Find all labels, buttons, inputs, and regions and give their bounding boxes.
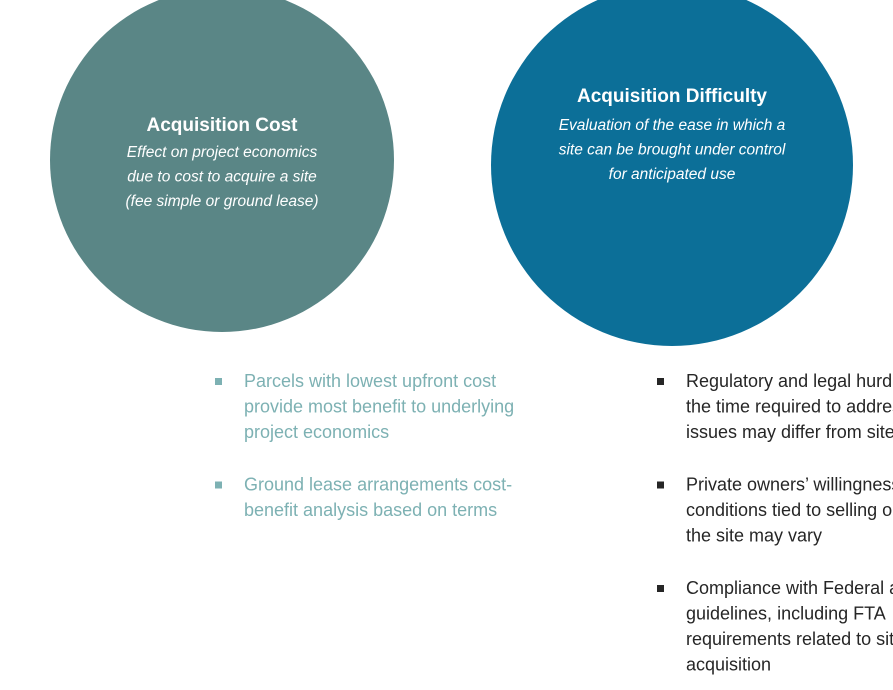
difficulty-circle: [491, 0, 853, 346]
bullet-marker: [215, 481, 222, 489]
bullet-text: project economics: [244, 422, 389, 442]
circle-description: (fee simple or ground lease): [126, 193, 319, 210]
circle-description: for anticipated use: [609, 166, 736, 183]
bullet-text: Private owners’ willingness or: [686, 474, 893, 494]
bullet-text: the site may vary: [686, 525, 822, 545]
bullet-text: the time required to address such: [686, 396, 893, 416]
circle-title: Acquisition Cost: [147, 115, 299, 136]
bullet-marker: [657, 481, 664, 489]
bullet-marker: [215, 378, 222, 385]
bullet-text: Ground lease arrangements cost-: [244, 474, 512, 494]
bullet-text: benefit analysis based on terms: [244, 500, 497, 520]
circle-title: Acquisition Difficulty: [577, 86, 767, 107]
circle-description: Effect on project economics: [127, 144, 318, 161]
bullet-text: acquisition: [686, 654, 771, 674]
cost-circle: [50, 0, 394, 332]
bullet-text: Parcels with lowest upfront cost: [244, 371, 496, 391]
bullet-marker: [657, 585, 664, 592]
circle-description: Evaluation of the ease in which a: [559, 117, 786, 134]
bullet-text: Regulatory and legal hurdles, and: [686, 371, 893, 391]
bullet-marker: [657, 378, 664, 385]
bullet-text: provide most benefit to underlying: [244, 396, 514, 416]
circle-description: site can be brought under control: [559, 142, 786, 159]
bullet-text: issues may differ from site to site: [686, 422, 893, 442]
bullet-text: requirements related to site: [686, 629, 893, 649]
bullet-text: guidelines, including FTA: [686, 603, 886, 623]
circle-description: due to cost to acquire a site: [127, 169, 317, 186]
bullet-text: Compliance with Federal and State: [686, 578, 893, 598]
bullet-text: conditions tied to selling or leasing: [686, 500, 893, 520]
